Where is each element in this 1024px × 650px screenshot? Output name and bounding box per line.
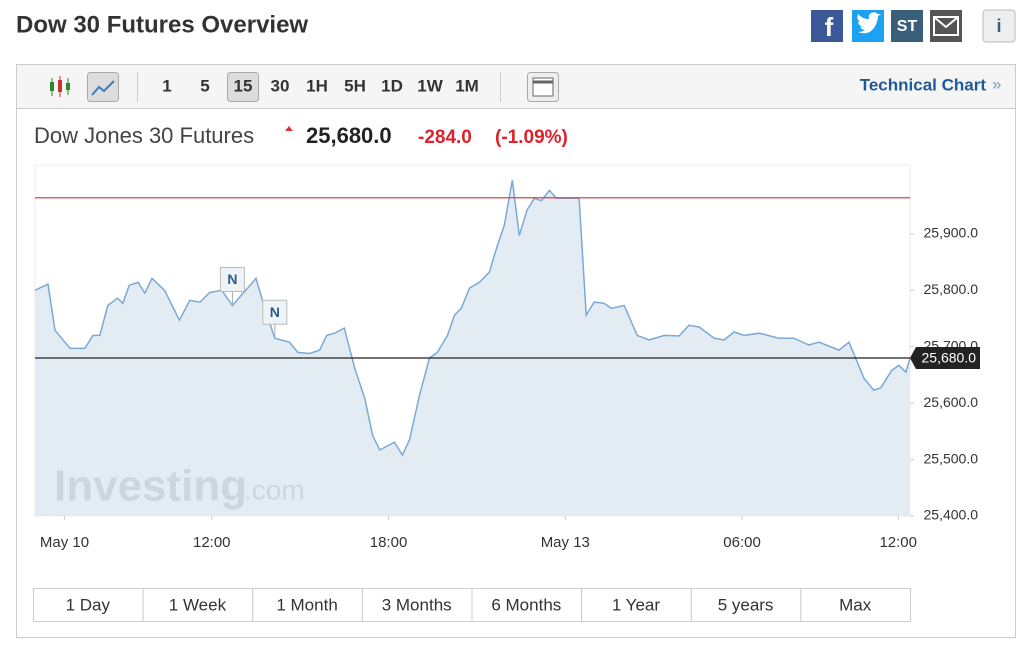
twitter-glyph	[857, 12, 881, 34]
range-button[interactable]	[800, 588, 911, 622]
range-button[interactable]	[33, 588, 144, 622]
x-tick-label: 06:00	[723, 534, 761, 551]
last-price: 25,680.0	[306, 123, 392, 148]
instrument-name: Dow Jones 30 Futures	[34, 123, 254, 148]
y-tick-label: 25,900.0	[924, 225, 979, 241]
facebook-icon[interactable]	[811, 10, 843, 42]
interval-button[interactable]: 1	[162, 76, 171, 95]
mail-glyph	[933, 16, 959, 36]
line-chart-glyph	[91, 80, 115, 96]
y-tick-label: 25,400.0	[924, 507, 979, 523]
interval-button[interactable]: 1W	[417, 76, 443, 95]
interval-button[interactable]: 1H	[306, 76, 328, 95]
toolbar	[17, 65, 1015, 108]
info-glyph: i	[996, 16, 1001, 36]
line-chart-button[interactable]	[87, 72, 119, 102]
x-tick-label: May 10	[40, 534, 89, 551]
range-button[interactable]	[252, 588, 363, 622]
last-price-label: 25,680.0	[922, 350, 977, 366]
annotation-text: N	[227, 271, 237, 287]
price-line	[34, 180, 911, 457]
range-button[interactable]	[581, 588, 692, 622]
x-tick-label: 18:00	[370, 534, 408, 551]
stocktwits-icon[interactable]	[891, 10, 923, 42]
link-arrow: »	[992, 74, 1001, 93]
range-button[interactable]	[690, 588, 802, 622]
info-icon[interactable]	[982, 9, 1016, 43]
page-title: Dow 30 Futures Overview	[16, 11, 308, 38]
y-tick-label: 25,500.0	[924, 450, 979, 466]
range-button[interactable]	[471, 588, 583, 622]
annotation-flag[interactable]	[219, 267, 245, 293]
range-selector: 1 Day 1 Week 1 Month 3 Months 6 Months 1 Year…	[33, 588, 911, 622]
range-label[interactable]: 1 Day	[66, 595, 111, 614]
range-label[interactable]: Max	[839, 595, 872, 614]
x-tick-label: 12:00	[193, 534, 231, 551]
range-label[interactable]: 1 Week	[169, 595, 227, 614]
technical-chart-link[interactable]: Technical Chart	[860, 75, 987, 94]
last-price-badge	[910, 346, 980, 369]
active-interval[interactable]	[227, 72, 259, 102]
facebook-glyph: f	[825, 12, 834, 42]
interval-button[interactable]: 1D	[381, 76, 403, 95]
range-label[interactable]: 6 Months	[491, 595, 561, 614]
interval-button[interactable]: 1M	[455, 76, 479, 95]
stocktwits-glyph: ST	[897, 18, 918, 35]
range-button[interactable]	[142, 588, 254, 622]
interval-button[interactable]: 5H	[344, 76, 366, 95]
range-label[interactable]: 5 years	[718, 595, 774, 614]
y-tick-label: 25,800.0	[924, 281, 979, 297]
range-label[interactable]: 3 Months	[382, 595, 452, 614]
range-label[interactable]: 1 Month	[276, 595, 337, 614]
candle-icon[interactable]	[50, 76, 70, 97]
interval-button[interactable]: 5	[200, 76, 209, 95]
x-tick-label: 12:00	[879, 534, 917, 551]
price-change: -284.0	[418, 127, 472, 148]
price-change-percent: (-1.09%)	[495, 127, 568, 148]
interval-button[interactable]: 15	[234, 76, 253, 95]
area-fill	[35, 180, 910, 516]
annotation-text: N	[270, 304, 280, 320]
interval-button[interactable]: 30	[271, 76, 290, 95]
x-tick-label: May 13	[541, 534, 590, 551]
range-label[interactable]: 1 Year	[612, 595, 661, 614]
annotation-flag[interactable]	[262, 299, 288, 325]
chart: Investing.com25,400.025,500.025,600.025,…	[34, 164, 980, 551]
down-marker	[285, 126, 293, 131]
y-tick-label: 25,600.0	[924, 394, 979, 410]
